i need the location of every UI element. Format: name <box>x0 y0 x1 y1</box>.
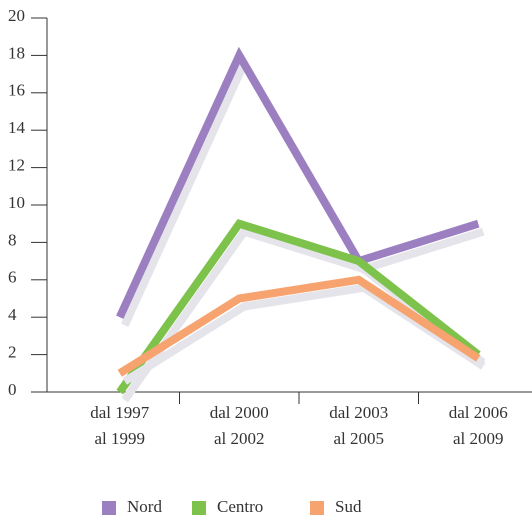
legend-swatch <box>310 501 324 515</box>
y-tick-label: 18 <box>8 43 25 62</box>
legend-label: Centro <box>217 497 263 516</box>
y-tick-label: 6 <box>8 268 17 287</box>
legend-swatch <box>102 501 116 515</box>
legend-label: Sud <box>335 497 362 516</box>
x-tick-label: dal 2006 <box>449 403 508 422</box>
legend-swatch <box>192 501 206 515</box>
y-tick-label: 0 <box>8 380 17 399</box>
line-series <box>116 219 481 395</box>
x-tick-label: al 2009 <box>453 429 504 448</box>
x-tick-label: dal 2000 <box>210 403 269 422</box>
x-tick-label: al 2005 <box>333 429 384 448</box>
y-tick-label: 10 <box>8 193 25 212</box>
line-series <box>116 46 480 319</box>
y-tick-label: 2 <box>8 343 17 362</box>
x-tick-label: dal 1997 <box>90 403 150 422</box>
x-tick-label: al 2002 <box>214 429 265 448</box>
y-tick-label: 8 <box>8 230 17 249</box>
y-tick-label: 12 <box>8 156 25 175</box>
legend-label: Nord <box>127 497 162 516</box>
line-series <box>117 275 481 377</box>
x-tick-label: dal 2003 <box>329 403 388 422</box>
y-tick-label: 16 <box>8 81 25 100</box>
x-tick-label: al 1999 <box>94 429 145 448</box>
y-tick-label: 4 <box>8 305 17 324</box>
y-tick-label: 14 <box>8 118 26 137</box>
y-tick-label: 20 <box>8 6 25 25</box>
